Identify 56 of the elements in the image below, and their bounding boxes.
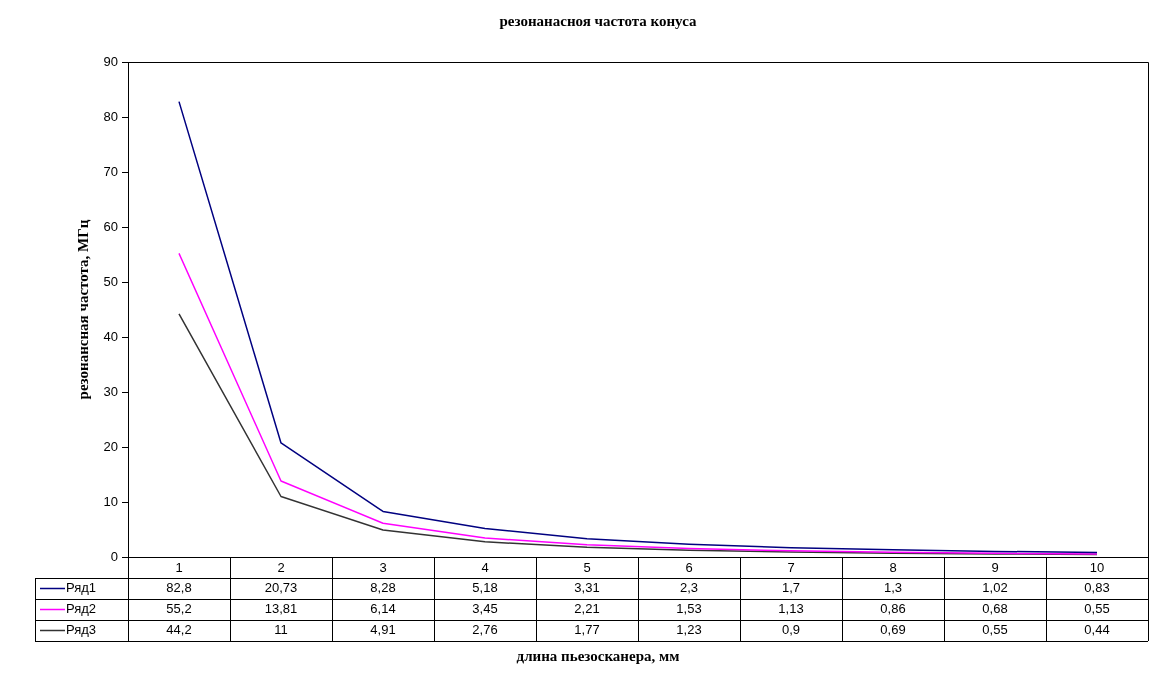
data-label: 1,3 xyxy=(883,580,903,596)
x-tick-label: 6 xyxy=(685,560,693,576)
data-label: 1,77 xyxy=(574,622,600,638)
legend-label: Ряд3 xyxy=(66,622,97,638)
data-label: 1,23 xyxy=(676,622,702,638)
data-label: 1,7 xyxy=(781,580,801,596)
data-label: 2,76 xyxy=(472,622,498,638)
data-label: 1,13 xyxy=(778,601,804,617)
data-label: 82,8 xyxy=(166,580,192,596)
data-label: 4,91 xyxy=(370,622,396,638)
data-label: 0,55 xyxy=(982,622,1008,638)
data-label: 13,81 xyxy=(264,601,298,617)
y-tick-label: 90 xyxy=(103,53,118,69)
y-tick-label: 20 xyxy=(103,438,118,454)
data-label: 0,55 xyxy=(1084,601,1110,617)
data-label: 8,28 xyxy=(370,580,396,596)
y-tick-label: 0 xyxy=(110,548,118,564)
data-label: 1,53 xyxy=(676,601,702,617)
data-label: 3,45 xyxy=(472,601,498,617)
data-label: 55,2 xyxy=(166,601,192,617)
data-label: 0,86 xyxy=(880,601,906,617)
x-tick-label: 9 xyxy=(991,560,999,576)
x-tick-label: 8 xyxy=(889,560,897,576)
x-tick-label: 4 xyxy=(481,560,489,576)
data-label: 0,69 xyxy=(880,622,906,638)
y-tick-label: 70 xyxy=(103,163,118,179)
x-tick-label: 1 xyxy=(175,560,183,576)
y-tick-label: 40 xyxy=(103,328,118,344)
y-tick-label: 10 xyxy=(103,493,118,509)
y-tick-label: 80 xyxy=(103,108,118,124)
data-label: 3,31 xyxy=(574,580,600,596)
y-axis-title: резонансная частота, МГц xyxy=(74,219,91,400)
data-label: 5,18 xyxy=(472,580,498,596)
y-tick-label: 30 xyxy=(103,383,118,399)
x-tick-label: 5 xyxy=(583,560,591,576)
legend-label: Ряд1 xyxy=(66,580,97,596)
y-tick-label: 50 xyxy=(103,273,118,289)
data-label: 0,83 xyxy=(1084,580,1110,596)
x-tick-label: 2 xyxy=(277,560,285,576)
data-label: 20,73 xyxy=(264,580,298,596)
data-label: 44,2 xyxy=(166,622,192,638)
x-tick-label: 3 xyxy=(379,560,387,576)
data-label: 0,9 xyxy=(781,622,801,638)
legend-label: Ряд2 xyxy=(66,601,97,617)
data-label: 1,02 xyxy=(982,580,1008,596)
x-axis-title: длина пьезосканера, мм xyxy=(516,647,680,664)
y-tick-label: 60 xyxy=(103,218,118,234)
data-label: 6,14 xyxy=(370,601,396,617)
data-label: 11 xyxy=(274,622,288,638)
x-tick-label: 10 xyxy=(1089,560,1105,576)
data-label: 0,44 xyxy=(1084,622,1110,638)
data-label: 0,68 xyxy=(982,601,1008,617)
x-tick-label: 7 xyxy=(787,560,795,576)
chart-title: резонанасноя частота конуса xyxy=(499,12,697,29)
data-label: 2,21 xyxy=(574,601,600,617)
data-label: 2,3 xyxy=(679,580,699,596)
